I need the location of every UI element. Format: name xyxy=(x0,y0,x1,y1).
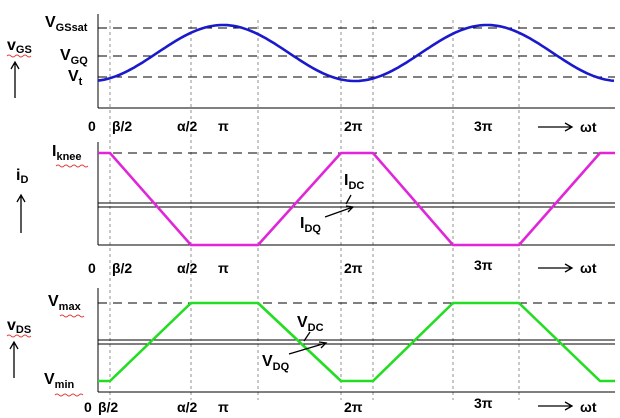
x-axis-label-3: ωt xyxy=(580,399,597,415)
tick-alpha-half: α/2 xyxy=(177,118,197,134)
vmin-underline xyxy=(54,393,84,397)
tick-3pi: 3π xyxy=(474,118,493,134)
vgs-axis-label: vGS xyxy=(7,37,32,56)
vds-axis-label: vDS xyxy=(7,317,31,336)
tick-pi: π xyxy=(218,399,229,415)
vgq-label: VGQ xyxy=(60,47,88,67)
tick-alpha-half: α/2 xyxy=(177,260,197,276)
tick-2pi: 2π xyxy=(344,118,363,134)
id-waveform xyxy=(98,151,615,247)
vt-label: Vt xyxy=(68,68,83,88)
id-axis-arrow xyxy=(16,193,26,233)
vmin-label: Vmin xyxy=(44,371,75,391)
vmax-label: Vmax xyxy=(48,293,82,313)
panel-vds: Vmax Vmin VDC VDQ vDS xyxy=(6,288,615,397)
iknee-label: Iknee xyxy=(52,143,82,163)
x-axis-arrow-3 xyxy=(538,401,574,411)
vgs-waveform xyxy=(97,23,615,83)
vgs-sat-label: VGSsat xyxy=(45,14,88,34)
vdq-pointer xyxy=(288,341,328,355)
vdq-label: VDQ xyxy=(262,353,290,373)
vds-axis-arrow xyxy=(9,340,19,378)
vmax-underline xyxy=(59,314,85,318)
tick-3pi: 3π xyxy=(474,395,493,411)
tick-0: 0 xyxy=(84,399,92,415)
id-axis-label: iD xyxy=(16,167,28,186)
tick-beta-half: β/2 xyxy=(98,399,118,415)
vds-waveform xyxy=(98,301,615,383)
tick-0: 0 xyxy=(88,260,96,276)
tick-beta-half: β/2 xyxy=(112,260,132,276)
tick-row-2: 0 β/2 α/2 π 2π 3π ωt xyxy=(88,257,597,276)
tick-row-1: 0 β/2 α/2 π 2π 3π ωt xyxy=(88,118,597,135)
idc-label: IDC xyxy=(344,172,364,192)
tick-2pi: 2π xyxy=(344,399,363,415)
iknee-underline xyxy=(55,164,89,168)
x-axis-label-2: ωt xyxy=(580,260,597,276)
idq-label: IDQ xyxy=(300,215,321,235)
x-axis-arrow-2 xyxy=(538,263,574,273)
vdc-pointer xyxy=(303,331,311,342)
x-axis-arrow-1 xyxy=(538,122,574,132)
vdc-label: VDC xyxy=(297,314,324,334)
idq-pointer xyxy=(324,205,355,218)
tick-pi: π xyxy=(218,260,229,276)
tick-0: 0 xyxy=(88,118,96,134)
vgs-axis-arrow xyxy=(10,60,20,98)
vgs-axis-underline xyxy=(6,54,32,58)
idc-pointer xyxy=(345,194,352,205)
tick-beta-half: β/2 xyxy=(112,118,132,134)
tick-pi: π xyxy=(218,118,229,134)
vds-axis-underline xyxy=(6,334,32,338)
panel-id: Iknee IDC IDQ iD xyxy=(16,142,615,247)
tick-row-3: 0 β/2 α/2 π 2π 3π ωt xyxy=(84,395,597,415)
tick-2pi: 2π xyxy=(344,260,363,276)
tick-3pi: 3π xyxy=(474,257,493,273)
panel-vgs: VGSsat VGQ Vt vGS xyxy=(6,14,615,109)
x-axis-label-1: ωt xyxy=(580,119,597,135)
tick-alpha-half: α/2 xyxy=(177,399,197,415)
